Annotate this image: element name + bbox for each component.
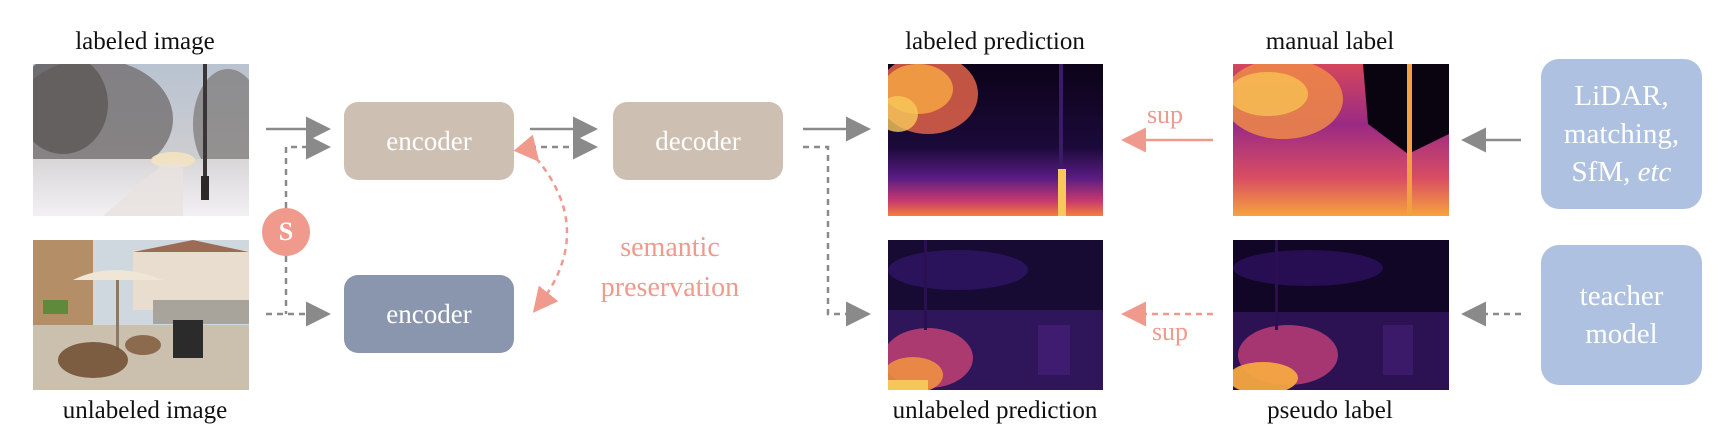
manual-label-depth — [1233, 64, 1449, 216]
pseudo-label-caption: pseudo label — [1267, 397, 1393, 424]
semantic-preservation-label: semantic preservation — [585, 228, 755, 308]
teacher-model-box: teacher model — [1541, 245, 1702, 385]
arrow-decoder-to-unlabeled-pred — [803, 145, 871, 327]
labeled-image-caption: labeled image — [75, 28, 215, 55]
arrow-semantic-preservation — [513, 134, 569, 313]
source-line-matching: matching, — [1563, 118, 1680, 150]
encoder-block-bottom: encoder — [344, 275, 514, 353]
unlabeled-image-caption: unlabeled image — [62, 397, 228, 424]
labeled-prediction-caption: labeled prediction — [905, 28, 1085, 55]
sup-label-bottom: sup — [1151, 317, 1189, 346]
unlabeled-prediction-depth — [888, 240, 1103, 390]
s-badge-icon: S — [262, 208, 310, 256]
unlabeled-prediction-caption: unlabeled prediction — [892, 397, 1098, 424]
manual-label-caption: manual label — [1265, 28, 1395, 55]
teacher-line: teacher — [1579, 280, 1664, 312]
encoder-block-top: encoder — [344, 102, 514, 180]
manual-label-map — [1233, 64, 1449, 216]
source-line-sfm: SfM, etc — [1564, 153, 1679, 191]
pseudo-label-map — [1233, 240, 1449, 390]
preservation-text: preservation — [600, 272, 740, 303]
unlabeled-image — [33, 240, 249, 390]
labeled-prediction-map — [888, 64, 1103, 216]
semantic-text: semantic — [620, 232, 720, 263]
sup-label-top: sup — [1146, 100, 1184, 129]
unlabeled-prediction-map — [888, 240, 1103, 390]
labeled-image — [33, 64, 249, 216]
snowy-park-photo — [33, 64, 249, 216]
lidar-source-box: LiDAR, matching, SfM, etc — [1541, 59, 1702, 209]
source-line-lidar: LiDAR, — [1574, 80, 1669, 112]
decoder-block: decoder — [613, 102, 783, 180]
pseudo-label-depth — [1233, 240, 1449, 390]
cafe-street-photo — [33, 240, 249, 390]
model-line: model — [1585, 318, 1658, 350]
source-sfm-text: SfM, — [1571, 156, 1638, 188]
arrow-s-branch-up — [284, 134, 331, 208]
labeled-prediction-depth — [888, 64, 1103, 216]
source-etc-text: etc — [1637, 156, 1672, 188]
